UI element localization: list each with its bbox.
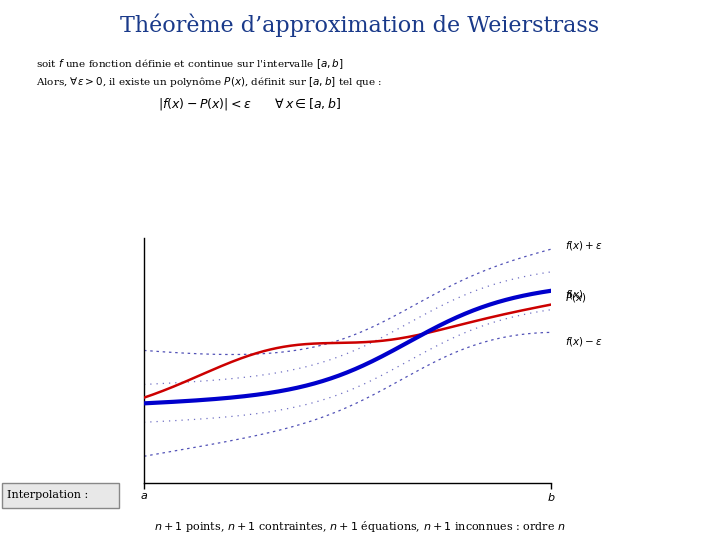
Text: $f(x)$: $f(x)$ [565,288,584,301]
FancyBboxPatch shape [2,483,119,508]
Text: Interpolation :: Interpolation : [7,490,92,500]
Text: $f(x)-\varepsilon$: $f(x)-\varepsilon$ [565,335,603,348]
Text: $|f(x) - P(x)| < \varepsilon \qquad \forall\, x \in [a,b]$: $|f(x) - P(x)| < \varepsilon \qquad \for… [158,96,341,112]
Text: $P(x)$: $P(x)$ [565,291,587,303]
Text: $b$: $b$ [546,491,555,503]
Text: Alors, $\forall\varepsilon > 0$, il existe un polynôme $P(x)$, définit sur $[a,b: Alors, $\forall\varepsilon > 0$, il exis… [36,75,382,89]
Text: $n+1$ points, $n+1$ contraintes, $n+1$ équations, $n+1$ inconnues : ordre $n$: $n+1$ points, $n+1$ contraintes, $n+1$ é… [154,519,566,535]
Text: soit $f$ une fonction définie et continue sur l'intervalle $[a,b]$: soit $f$ une fonction définie et continu… [36,57,343,71]
Text: plus $\varepsilon$,  est petit,: plus $\varepsilon$, est petit, [317,408,421,423]
Text: Théorème d’approximation de Weierstrass: Théorème d’approximation de Weierstrass [120,14,600,37]
Text: $a$: $a$ [140,491,148,501]
Text: $f(x)+\varepsilon$: $f(x)+\varepsilon$ [565,239,603,252]
Text: plus l'ordre du polynome est grand: plus l'ordre du polynome est grand [317,424,537,435]
